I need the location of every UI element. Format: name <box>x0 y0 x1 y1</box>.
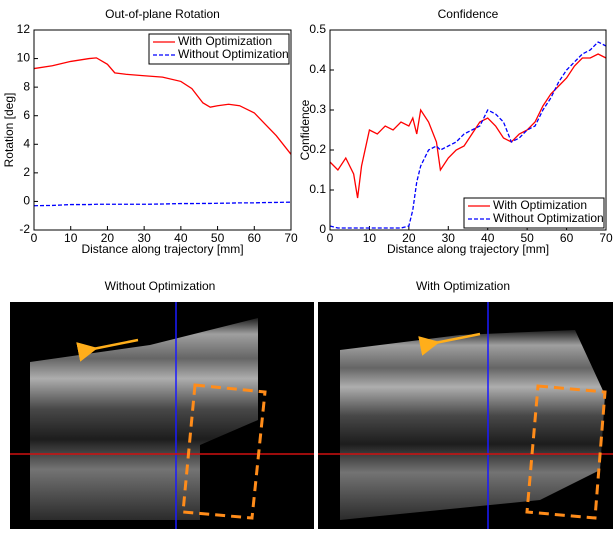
series-line <box>34 202 291 206</box>
y-tick-label: 12 <box>17 22 31 36</box>
x-tick-label: 10 <box>363 231 377 245</box>
y-tick-label: 0.2 <box>309 142 326 156</box>
legend-label: Without Optimization <box>493 211 604 225</box>
y-tick-label: 0 <box>319 222 326 236</box>
chart-title: Out-of-plane Rotation <box>105 7 220 21</box>
x-tick-label: 20 <box>402 231 416 245</box>
x-tick-label: 20 <box>101 231 115 245</box>
y-tick-label: 0.3 <box>309 102 326 116</box>
y-tick-label: 2 <box>23 165 30 179</box>
x-tick-label: 0 <box>31 231 38 245</box>
x-tick-label: 50 <box>520 231 534 245</box>
image-without-optimization <box>10 302 314 529</box>
y-tick-label: -2 <box>19 222 30 236</box>
y-tick-label: 10 <box>17 51 31 65</box>
series-line <box>330 54 606 198</box>
x-tick-label: 50 <box>211 231 225 245</box>
x-tick-label: 60 <box>248 231 262 245</box>
image-with-optimization <box>318 302 613 529</box>
y-axis-label: Rotation [deg] <box>2 93 16 168</box>
y-tick-label: 0.1 <box>309 182 326 196</box>
x-tick-label: 70 <box>599 231 613 245</box>
legend-label: With Optimization <box>493 198 587 212</box>
x-tick-label: 60 <box>560 231 574 245</box>
x-tick-label: 70 <box>284 231 298 245</box>
y-tick-label: 8 <box>23 79 30 93</box>
panel-title: Without Optimization <box>105 279 216 293</box>
legend-label: With Optimization <box>178 34 272 48</box>
x-tick-label: 30 <box>442 231 456 245</box>
y-tick-label: 0.5 <box>309 22 326 36</box>
y-tick-label: 0 <box>23 194 30 208</box>
x-tick-label: 10 <box>64 231 78 245</box>
y-tick-label: 6 <box>23 108 30 122</box>
x-tick-label: 30 <box>137 231 151 245</box>
chart-title: Confidence <box>438 7 499 21</box>
x-tick-label: 40 <box>174 231 188 245</box>
panel-title: With Optimization <box>416 279 510 293</box>
series-line <box>34 58 291 154</box>
y-tick-label: 4 <box>23 136 30 150</box>
y-tick-label: 0.4 <box>309 62 326 76</box>
legend-label: Without Optimization <box>178 47 289 61</box>
x-tick-label: 40 <box>481 231 495 245</box>
figure: Without Optimization With Optimization O… <box>0 0 613 529</box>
x-tick-label: 0 <box>327 231 334 245</box>
